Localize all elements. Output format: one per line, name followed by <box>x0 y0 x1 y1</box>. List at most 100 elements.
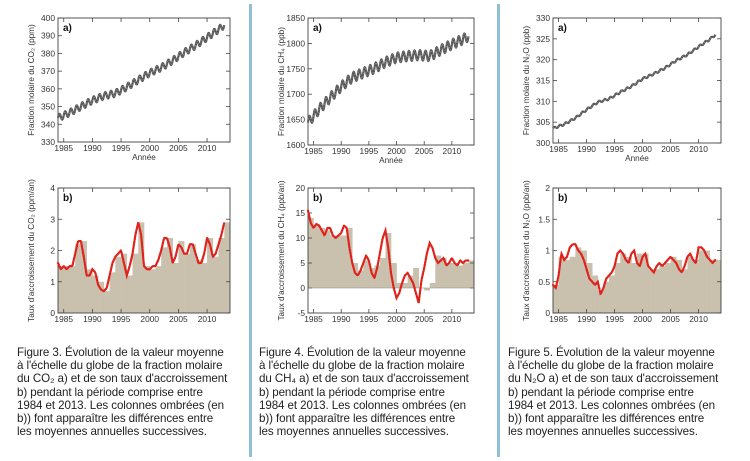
y-tick-label: 1850 <box>286 13 305 23</box>
annual-bar <box>224 222 231 314</box>
annual-bar <box>625 256 632 313</box>
y-axis-label: Fraction molaire du CO₂ (ppm) <box>27 24 36 136</box>
x-tick-label: 1995 <box>360 146 379 156</box>
x-tick-label: 2005 <box>169 314 188 324</box>
caption-line: b) pendant la période comprise entre <box>259 385 445 399</box>
annual-bar <box>207 238 214 313</box>
x-tick-label: 1985 <box>54 314 73 324</box>
annual-bar <box>166 238 173 313</box>
annual-bar <box>620 253 627 314</box>
caption-line: les moyennes annuelles successives. <box>259 425 449 439</box>
caption-line: b)) font apparaître les différences entr… <box>259 412 456 426</box>
y-tick-label: 360 <box>41 84 55 94</box>
annual-bar <box>709 259 716 314</box>
plot-frame <box>307 187 475 314</box>
caption-line: b)) font apparaître les différences entr… <box>17 412 214 426</box>
x-tick-label: 1990 <box>332 146 351 156</box>
annual-bar <box>341 235 348 288</box>
x-axis-label: Année <box>625 154 649 163</box>
y-tick-label: 15 <box>296 208 306 218</box>
caption-figure-3: Figure 3. Évolution de la valeur moyenne… <box>17 346 249 438</box>
x-tick-label: 1995 <box>605 314 624 324</box>
annual-bar <box>201 263 208 313</box>
caption-line: à l'échelle du globe de la fraction mola… <box>508 359 714 373</box>
y-tick-label: 350 <box>41 102 55 112</box>
plot-frame <box>57 17 231 143</box>
annual-bar <box>468 260 475 288</box>
annual-bar <box>614 263 621 313</box>
annual-bar <box>319 228 325 288</box>
x-tick-label: 2005 <box>415 146 434 156</box>
annual-bar <box>704 250 711 313</box>
caption-line: les moyennes annuelles successives. <box>17 425 207 439</box>
y-tick-label: 320 <box>536 55 550 65</box>
y-tick-label: 5 <box>300 258 305 268</box>
annual-bar <box>313 225 320 288</box>
annual-bar <box>109 272 116 314</box>
annual-bar <box>103 291 110 314</box>
x-tick-label: 2005 <box>415 314 434 324</box>
y-tick-label: 1.5 <box>538 214 550 224</box>
annual-bar <box>676 259 683 314</box>
y-axis-label: Taux d'accroissement du CH₄ (ppb/an) <box>277 180 286 320</box>
annual-bar <box>352 263 359 288</box>
chart-co2-b: 0 1 2 3 4 1985 1990 1995 2000 2005 2010 Taux d'accr… <box>27 179 231 324</box>
chart-ch4-b: -5 0 5 10 15 20 1985 1990 1995 2000 2005 2010 Taux d… <box>277 180 475 324</box>
annual-bar <box>189 244 196 313</box>
growth-rate-line <box>551 243 717 296</box>
y-tick-label: 4 <box>50 183 55 193</box>
annual-bar <box>218 238 225 313</box>
annual-bar <box>396 283 403 288</box>
x-tick-label: 2000 <box>633 314 652 324</box>
panel-label: a) <box>63 23 72 34</box>
y-tick-label: 1650 <box>286 115 305 125</box>
annual-bar <box>581 250 587 313</box>
x-tick-label: 1995 <box>360 314 379 324</box>
x-tick-label: 1995 <box>605 144 624 154</box>
x-tick-label: 2010 <box>689 144 708 154</box>
annual-bar <box>631 263 638 313</box>
caption-line: b) pendant la période comprise entre <box>17 385 203 399</box>
annual-bar <box>379 258 386 288</box>
annual-bar <box>558 256 565 313</box>
annual-bar <box>335 235 342 288</box>
annual-bar <box>121 253 128 314</box>
annual-bar <box>86 269 93 313</box>
annual-bar <box>402 283 408 288</box>
x-tick-label: 1990 <box>332 314 351 324</box>
y-tick-label: 3 <box>50 214 55 224</box>
annual-bar <box>435 255 442 288</box>
annual-bar <box>553 284 559 314</box>
y-tick-label: 305 <box>536 117 550 127</box>
caption-line: Figure 5. Évolution de la valeur moyenne <box>508 346 715 359</box>
x-tick-label: 2005 <box>661 314 680 324</box>
x-tick-label: 2010 <box>689 314 708 324</box>
annual-bar <box>681 269 688 313</box>
x-axis-label: Année <box>132 153 156 162</box>
y-tick-label: 0.5 <box>538 277 550 287</box>
annual-bar <box>653 269 660 313</box>
annual-bar <box>330 235 336 288</box>
annual-bar <box>75 244 82 313</box>
annual-bar <box>429 283 436 288</box>
caption-line: b)) font apparaître les différences entr… <box>508 412 705 426</box>
annual-bar <box>642 253 649 314</box>
annual-bar <box>149 269 156 313</box>
annual-bar <box>687 256 694 313</box>
annual-bar <box>324 230 331 288</box>
caption-figure-4: Figure 4. Évolution de la valeur moyenne… <box>259 346 493 438</box>
annual-bar <box>195 259 202 314</box>
caption-line: 1984 et 2013. Les colonnes ombrées (en <box>259 398 466 412</box>
y-tick-label: 20 <box>296 183 306 193</box>
annual-bar <box>424 288 431 291</box>
annual-bar <box>457 265 464 288</box>
annual-bar <box>670 256 677 313</box>
chart-n2o-b: 0 0.5 1 1.5 2 1985 1990 1995 2000 2005 2010 Taux d'… <box>522 180 722 324</box>
mole-fraction-line <box>306 32 470 124</box>
annual-bar <box>637 253 643 314</box>
mole-fraction-line-texture <box>307 32 469 124</box>
caption-line: Figure 4. Évolution de la valeur moyenne <box>259 346 466 359</box>
annual-bar <box>569 256 576 313</box>
caption-line: du CO₂ a) et de son taux d'accroissement <box>17 372 228 386</box>
x-tick-label: 1990 <box>83 143 102 153</box>
